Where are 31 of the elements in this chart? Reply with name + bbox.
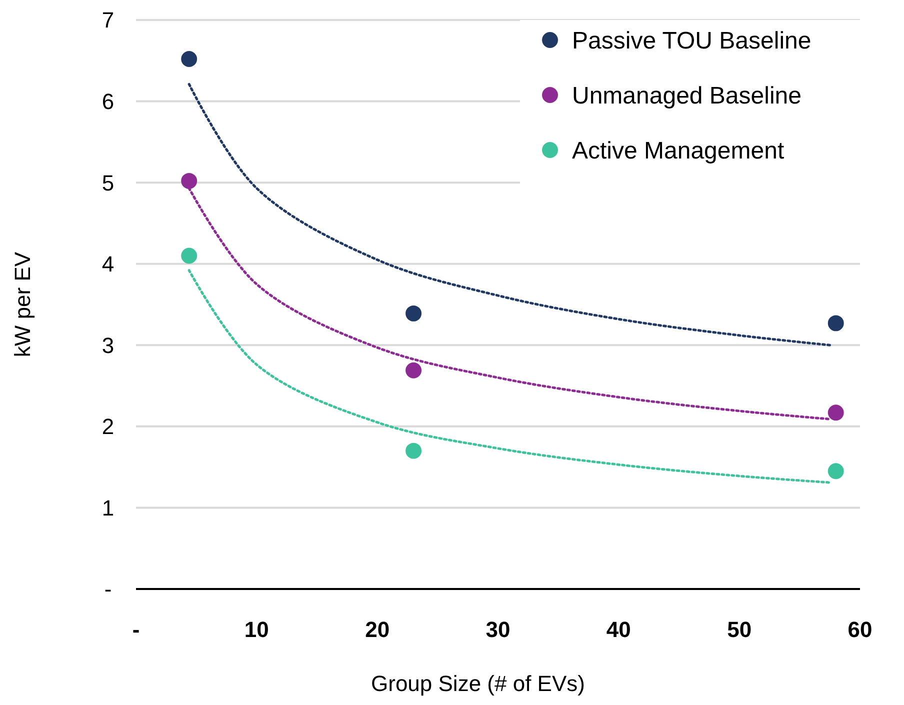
x-tick-label: 40 — [606, 617, 631, 642]
x-tick-label: 60 — [848, 617, 872, 642]
point — [828, 404, 844, 421]
point — [406, 442, 422, 459]
point — [181, 172, 198, 189]
x-tick-label: 50 — [727, 617, 752, 642]
legend-label: Passive TOU Baseline — [572, 27, 812, 54]
legend-label: Unmanaged Baseline — [572, 82, 802, 110]
x-axis-title: Group Size (# of EVs) — [371, 671, 585, 696]
point — [828, 315, 844, 332]
point — [181, 248, 198, 264]
y-tick-label: 7 — [102, 8, 114, 33]
line-series — [188, 82, 832, 346]
legend-label: Active Management — [572, 137, 784, 164]
point — [181, 51, 198, 67]
y-tick-label: 2 — [102, 414, 114, 440]
y-tick-label: 5 — [102, 170, 114, 196]
x-tick-label: 20 — [365, 617, 390, 642]
y-tick-label: 3 — [102, 332, 114, 358]
y-tick-label: 6 — [102, 88, 114, 114]
point — [406, 362, 422, 378]
x-tick-label: 10 — [244, 617, 269, 642]
point — [406, 305, 422, 322]
y-tick-label: - — [104, 576, 112, 602]
line-series — [188, 269, 832, 484]
y-axis-title: kW per EV — [10, 252, 35, 358]
y-tick-label: 4 — [102, 252, 114, 277]
point — [828, 463, 844, 480]
y-tick-label: 1 — [102, 495, 114, 520]
x-tick-label: 30 — [486, 617, 510, 642]
x-tick-label: - — [132, 617, 140, 642]
